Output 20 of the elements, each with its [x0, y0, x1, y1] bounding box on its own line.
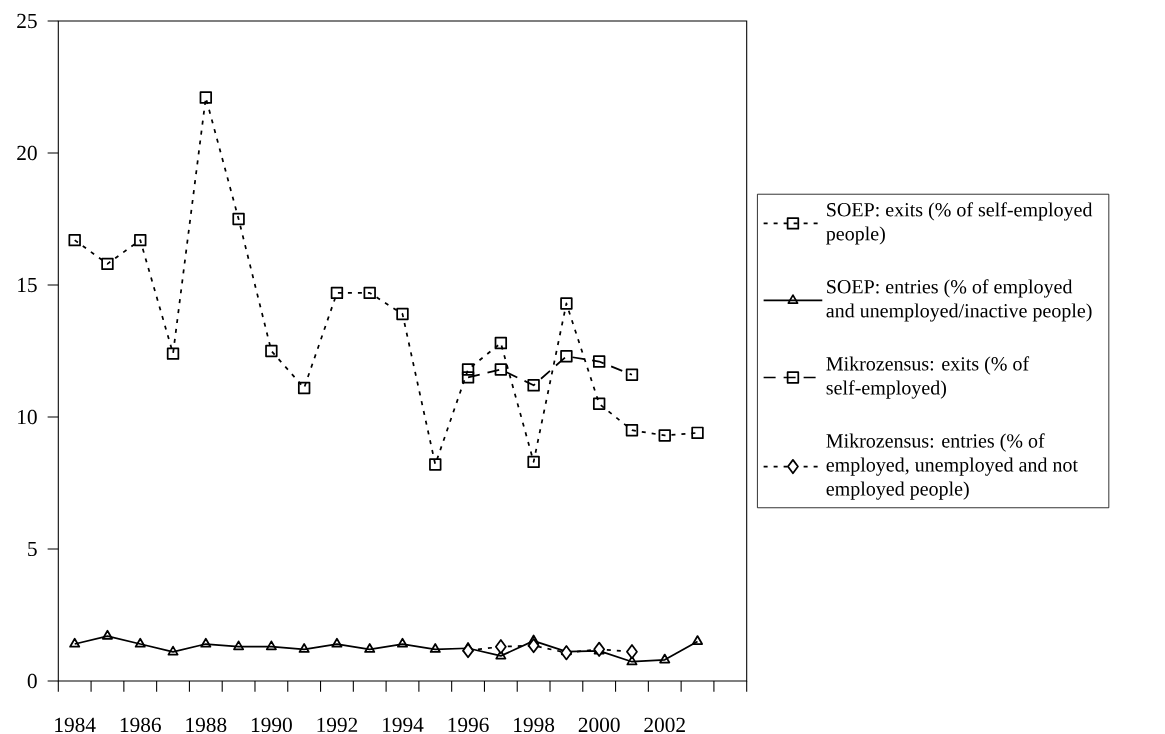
legend-label: Mikrozensus: entries (% of employed, unemployed and not employed people) [826, 433, 1078, 500]
y-tick-label: 25 [17, 13, 37, 29]
x-tick-label: 1996 [448, 717, 489, 733]
y-tick-label: 10 [18, 409, 37, 425]
legend-label: SOEP: entries (% of employed and unemployed/inactive people) [826, 279, 1092, 322]
x-tick-label: 1994 [383, 717, 424, 733]
x-tick-label: 1984 [55, 717, 96, 733]
x-tick-label: 2000 [578, 717, 620, 733]
legend-label: SOEP: exits (% of self-employed people) [826, 202, 1093, 245]
x-tick-label: 1998 [514, 717, 555, 733]
y-tick-label: 0 [27, 673, 37, 689]
y-tick-label: 15 [18, 277, 37, 293]
y-tick-label: 20 [17, 145, 37, 161]
y-tick-label: 5 [28, 541, 37, 557]
x-tick-label: 1988 [186, 717, 227, 733]
x-tick-label: 2002 [644, 717, 685, 733]
x-tick-label: 1992 [317, 717, 358, 733]
x-tick-label: 1986 [120, 717, 161, 733]
legend-label: Mikrozensus: exits (% of self-employed) [826, 356, 1030, 399]
x-tick-label: 1990 [251, 717, 292, 733]
